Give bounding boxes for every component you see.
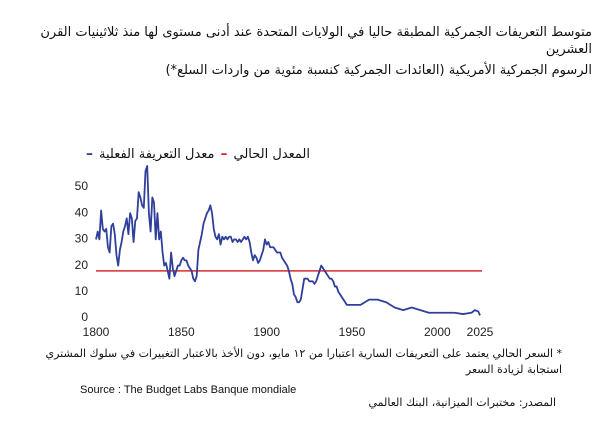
footnote: * السعر الحالي يعتمد على التعريفات السار…: [45, 347, 562, 376]
y-tick-label: 50: [75, 179, 89, 193]
y-tick-label: 10: [75, 284, 89, 298]
chart-title: متوسط التعريفات الجمركية المطبقة حاليا ف…: [40, 25, 592, 57]
x-tick-label: 2025: [467, 325, 494, 339]
x-tick-label: 2000: [424, 325, 451, 339]
y-tick-label: 0: [81, 310, 88, 324]
series-line: [95, 165, 481, 316]
source: Source : The Budget Labs Banque mondiale: [80, 384, 297, 396]
legend-swatch: –: [220, 146, 228, 162]
y-tick-label: 20: [75, 258, 89, 272]
source-arabic: المصدر: مختبرات الميزانية، البنك العالمي: [368, 396, 557, 409]
x-tick-label: 1850: [168, 325, 195, 339]
legend-swatch: –: [86, 146, 94, 162]
y-tick-label: 30: [75, 232, 89, 246]
legend-label: المعدل الحالي: [233, 146, 310, 162]
legend: المعدل الحالي – معدل التعريفة الفعلية –: [86, 146, 310, 162]
y-tick-label: 40: [75, 205, 89, 219]
legend-label: معدل التعريفة الفعلية: [99, 146, 215, 162]
x-tick-label: 1900: [253, 325, 280, 339]
chart-subtitle: الرسوم الجمركية الأمريكية (العائدات الجم…: [165, 63, 592, 78]
x-tick-label: 1800: [83, 325, 110, 339]
x-tick-label: 1950: [339, 325, 366, 339]
